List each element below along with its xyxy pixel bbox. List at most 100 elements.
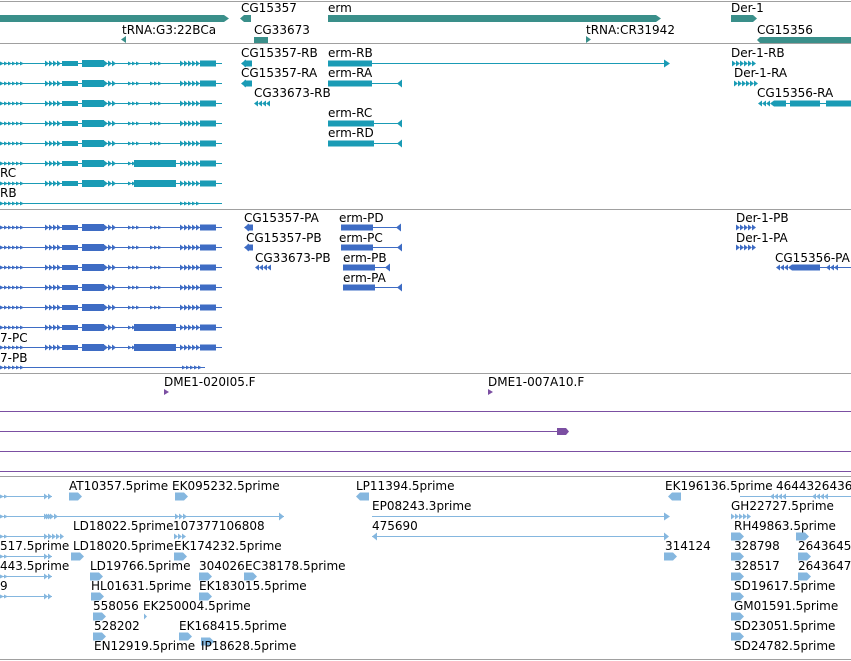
refseq-transcript-glyphs[interactable]: [0, 223, 851, 370]
est-feature[interactable]: [798, 572, 811, 581]
exon-block[interactable]: [826, 100, 851, 107]
exon-block[interactable]: [341, 244, 373, 251]
exon-block[interactable]: [62, 345, 78, 350]
exon-block[interactable]: [200, 60, 216, 67]
gene-feature-bar[interactable]: [0, 15, 224, 22]
est-feature[interactable]: [174, 552, 187, 561]
exon-block[interactable]: [82, 324, 104, 331]
exon-block[interactable]: [200, 140, 216, 147]
est-feature[interactable]: [90, 572, 103, 581]
exon-block[interactable]: [62, 61, 78, 66]
est-feature[interactable]: [798, 552, 811, 561]
est-feature[interactable]: [731, 552, 744, 561]
exon-block[interactable]: [200, 284, 216, 291]
est-feature[interactable]: [731, 632, 744, 641]
exon-block[interactable]: [82, 224, 104, 231]
est-feature[interactable]: [71, 552, 84, 561]
est-feature[interactable]: [731, 612, 744, 621]
exon-block[interactable]: [328, 80, 372, 87]
exon-block[interactable]: [343, 264, 375, 271]
est-feature[interactable]: [91, 592, 104, 601]
exon-block[interactable]: [62, 265, 78, 270]
gene-feature-bar[interactable]: [757, 37, 851, 43]
est-feature[interactable]: [93, 632, 106, 641]
exon-block[interactable]: [82, 264, 104, 271]
exon-block[interactable]: [774, 100, 786, 107]
exon-block[interactable]: [200, 224, 216, 231]
gene-feature-bar[interactable]: [254, 37, 268, 43]
exon-block[interactable]: [200, 180, 216, 187]
exon-block[interactable]: [82, 180, 104, 187]
exon-block[interactable]: [62, 245, 78, 250]
exon-block[interactable]: [134, 344, 176, 351]
est-glyphs[interactable]: [0, 492, 851, 646]
exon-block[interactable]: [82, 244, 104, 251]
exon-block[interactable]: [200, 160, 216, 167]
exon-block[interactable]: [247, 244, 253, 251]
est-feature[interactable]: [179, 632, 192, 641]
exon-block[interactable]: [82, 304, 104, 311]
exon-block[interactable]: [343, 284, 375, 291]
exon-block[interactable]: [244, 60, 252, 67]
est-feature[interactable]: [199, 572, 212, 581]
clone-marker[interactable]: [488, 389, 493, 395]
est-feature[interactable]: [356, 492, 369, 501]
exon-block[interactable]: [328, 60, 372, 67]
exon-block[interactable]: [62, 285, 78, 290]
exon-block[interactable]: [328, 140, 374, 147]
exon-block[interactable]: [82, 284, 104, 291]
gene-features[interactable]: [0, 15, 851, 43]
gene-feature-bar[interactable]: [328, 15, 656, 22]
exon-block[interactable]: [328, 120, 374, 127]
exon-block[interactable]: [200, 100, 216, 107]
est-feature[interactable]: [93, 612, 106, 621]
exon-block[interactable]: [62, 121, 78, 126]
exon-block[interactable]: [134, 180, 176, 187]
exon-block[interactable]: [134, 324, 176, 331]
exon-block[interactable]: [790, 100, 820, 107]
est-feature[interactable]: [175, 492, 188, 501]
exon-block[interactable]: [82, 100, 104, 107]
exon-block[interactable]: [200, 264, 216, 271]
exon-block[interactable]: [62, 225, 78, 230]
exon-block[interactable]: [341, 224, 373, 231]
exon-block[interactable]: [62, 141, 78, 146]
est-feature[interactable]: [664, 552, 677, 561]
exon-block[interactable]: [62, 325, 78, 330]
exon-block[interactable]: [62, 161, 78, 166]
exon-block[interactable]: [792, 264, 820, 271]
exon-block[interactable]: [247, 224, 253, 231]
exon-block[interactable]: [62, 181, 78, 186]
est-feature[interactable]: [731, 572, 744, 581]
exon-block[interactable]: [200, 304, 216, 311]
clone-marker[interactable]: [164, 389, 169, 395]
exon-block[interactable]: [82, 160, 104, 167]
exon-block[interactable]: [200, 324, 216, 331]
est-feature[interactable]: [69, 492, 82, 501]
est-feature[interactable]: [244, 572, 257, 581]
gene-feature-bar[interactable]: [731, 15, 753, 22]
exon-block[interactable]: [82, 344, 104, 351]
exon-block[interactable]: [244, 80, 252, 87]
est-feature[interactable]: [731, 532, 744, 541]
est-feature[interactable]: [796, 532, 809, 541]
exon-block[interactable]: [200, 80, 216, 87]
exon-block[interactable]: [200, 120, 216, 127]
est-feature[interactable]: [668, 492, 681, 501]
exon-block[interactable]: [62, 305, 78, 310]
est-feature[interactable]: [199, 592, 212, 601]
est-feature[interactable]: [731, 592, 744, 601]
exon-block[interactable]: [62, 101, 78, 106]
flybase-transcript-glyphs[interactable]: [0, 59, 851, 206]
exon-block[interactable]: [62, 81, 78, 86]
exon-block[interactable]: [82, 120, 104, 127]
est-feature[interactable]: [201, 637, 214, 646]
gene-feature-bar[interactable]: [240, 15, 251, 22]
exon-block[interactable]: [82, 80, 104, 87]
exon-block[interactable]: [82, 140, 104, 147]
exon-block[interactable]: [200, 244, 216, 251]
exon-block[interactable]: [200, 344, 216, 351]
exon-block[interactable]: [134, 160, 176, 167]
exon-block[interactable]: [82, 60, 104, 67]
